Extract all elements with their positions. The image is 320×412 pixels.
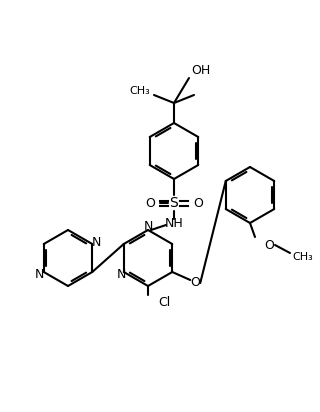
Text: S: S	[170, 196, 178, 210]
Text: N: N	[35, 267, 44, 281]
Text: OH: OH	[191, 63, 211, 77]
Text: O: O	[145, 197, 155, 209]
Text: NH: NH	[164, 216, 183, 229]
Text: N: N	[92, 236, 101, 248]
Text: O: O	[190, 276, 200, 290]
Text: CH₃: CH₃	[292, 252, 313, 262]
Text: CH₃: CH₃	[130, 86, 150, 96]
Text: N: N	[143, 220, 153, 232]
Text: N: N	[117, 269, 126, 281]
Text: O: O	[193, 197, 203, 209]
Text: Cl: Cl	[158, 295, 170, 309]
Text: O: O	[264, 239, 274, 251]
